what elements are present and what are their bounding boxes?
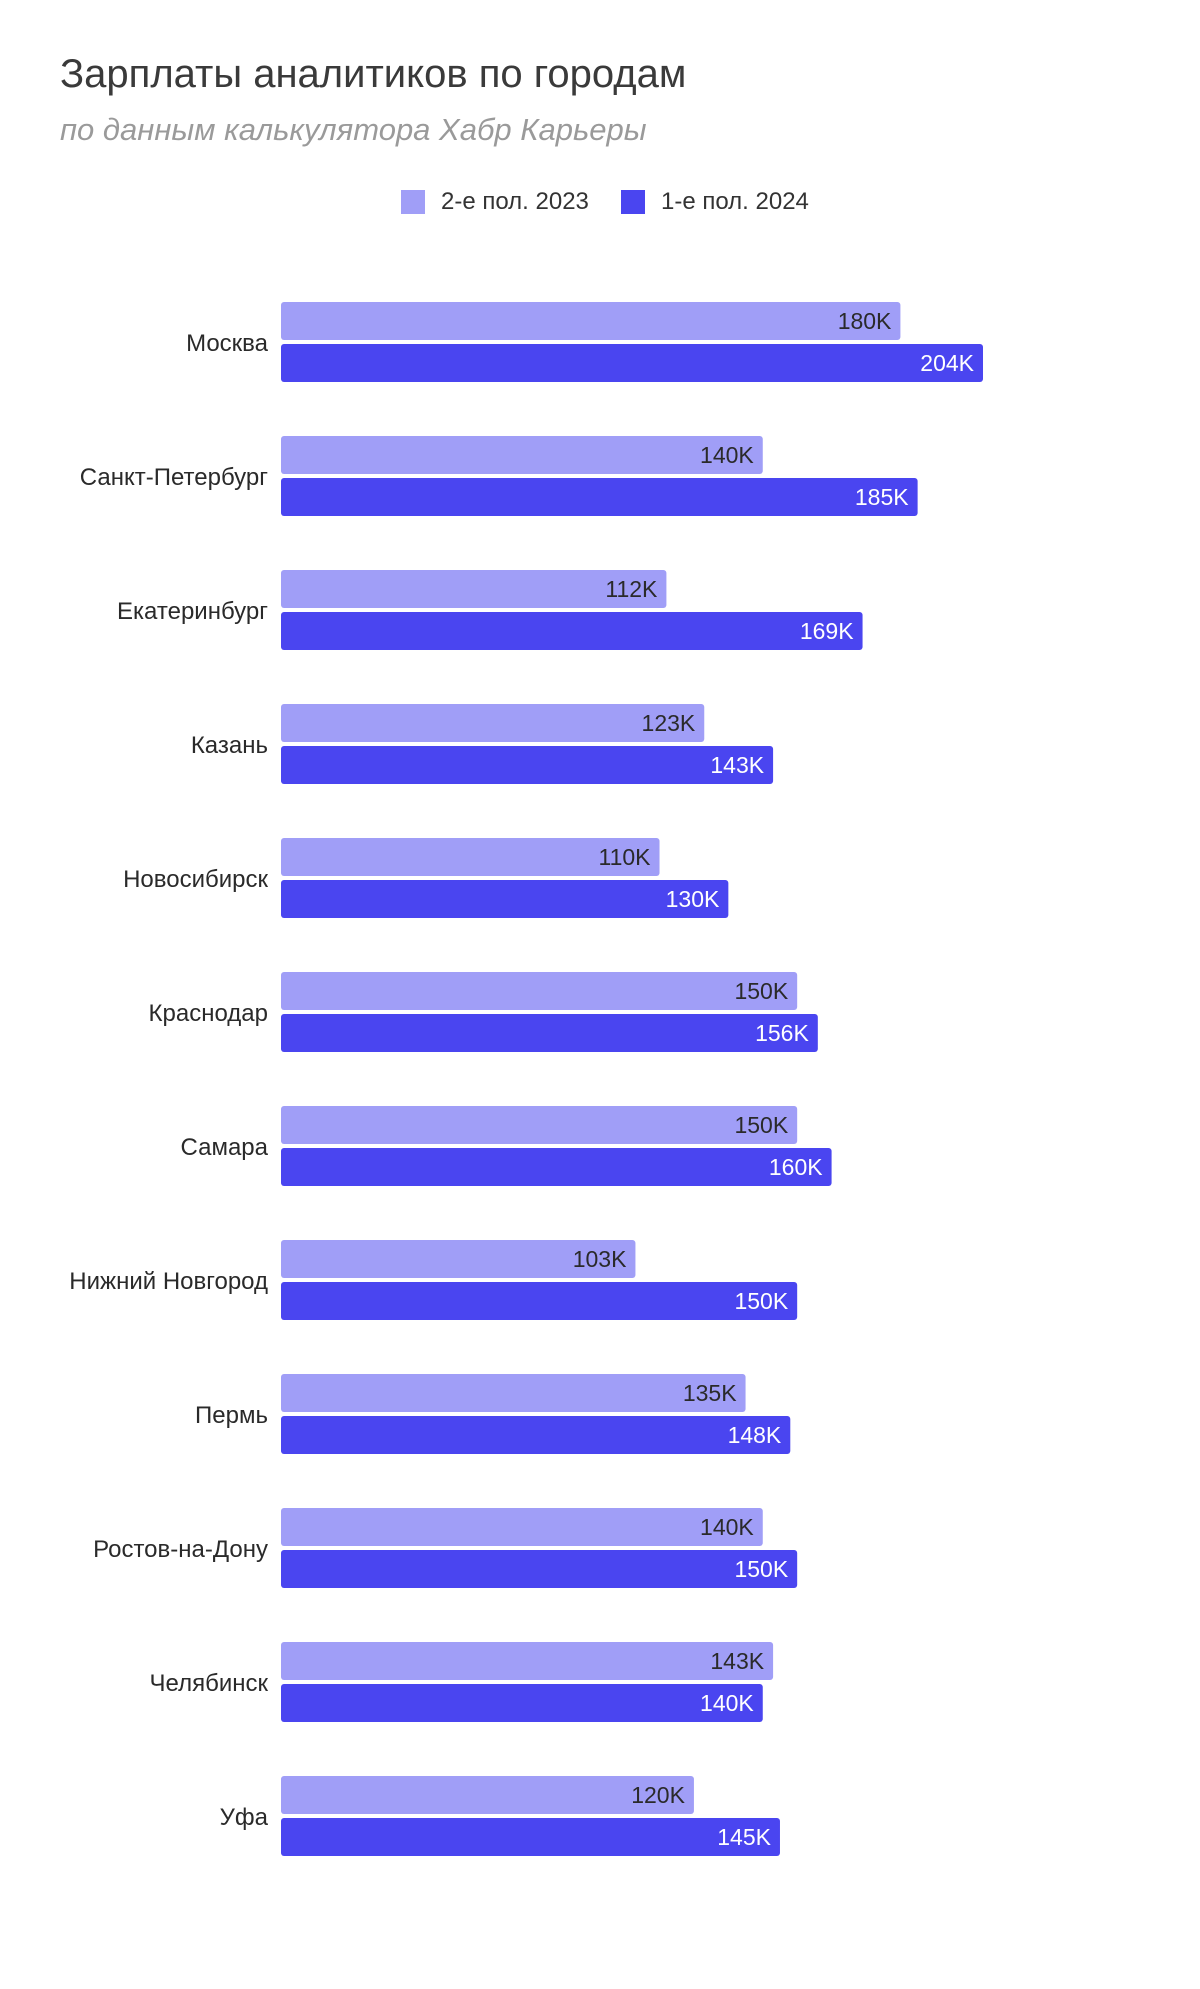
bar-city-4-series-1 [281,838,660,876]
bar-city-9-series-2 [281,1550,798,1588]
legend-item-series-1: 2-е пол. 2023 [401,182,589,222]
bar-city-7-series-1 [281,1240,636,1278]
data-label-city-2-series-1: 112K [605,576,658,602]
legend: 2-е пол. 2023 1-е пол. 2024 [0,182,1200,222]
data-label-city-9-series-1: 140K [700,1514,754,1540]
data-label-city-2-series-2: 169K [800,618,854,644]
bar-city-6-series-1 [281,1106,798,1144]
data-label-city-4-series-1: 110K [599,844,652,870]
legend-label-series-2: 1-е пол. 2024 [661,188,809,215]
category-label-city-3: Казань [191,732,268,759]
category-label-city-8: Пермь [195,1402,268,1429]
category-label-city-11: Уфа [220,1804,269,1831]
data-label-city-6-series-1: 150K [734,1112,788,1138]
bar-city-4-series-2 [281,880,729,918]
data-label-city-8-series-1: 135K [683,1380,737,1406]
category-label-city-0: Москва [186,330,269,357]
bar-city-0-series-1 [281,302,901,340]
legend-swatch-series-1 [401,190,425,214]
data-label-city-5-series-1: 150K [734,978,788,1004]
category-label-city-5: Краснодар [149,1000,268,1027]
category-label-city-1: Санкт-Петербург [80,464,268,491]
data-label-city-10-series-1: 143K [710,1648,764,1674]
category-label-city-10: Челябинск [150,1670,269,1697]
category-label-city-9: Ростов-на-Дону [93,1536,268,1563]
legend-swatch-series-2 [621,190,645,214]
bar-city-11-series-1 [281,1776,694,1814]
chart-subtitle: по данным калькулятора Хабр Карьеры [60,112,647,147]
data-label-city-9-series-2: 150K [734,1556,788,1582]
data-label-city-3-series-1: 123K [642,710,696,736]
bar-city-1-series-1 [281,436,763,474]
data-label-city-11-series-2: 145K [717,1824,771,1850]
chart-title: Зарплаты аналитиков по городам [60,52,687,96]
bar-city-5-series-1 [281,972,798,1010]
legend-label-series-1: 2-е пол. 2023 [441,188,589,215]
data-label-city-1-series-2: 185K [855,484,909,510]
bar-city-2-series-1 [281,570,667,608]
bar-city-9-series-1 [281,1508,763,1546]
legend-item-series-2: 1-е пол. 2024 [621,182,809,222]
bar-city-8-series-2 [281,1416,791,1454]
data-label-city-3-series-2: 143K [710,752,764,778]
data-label-city-8-series-2: 148K [728,1422,782,1448]
data-label-city-5-series-2: 156K [755,1020,809,1046]
bar-city-0-series-2 [281,344,983,382]
category-label-city-2: Екатеринбург [117,598,268,625]
bar-city-10-series-2 [281,1684,763,1722]
data-label-city-7-series-2: 150K [734,1288,788,1314]
bar-city-2-series-2 [281,612,863,650]
data-label-city-6-series-2: 160K [769,1154,823,1180]
bar-city-7-series-2 [281,1282,798,1320]
bar-city-6-series-2 [281,1148,832,1186]
data-label-city-1-series-1: 140K [700,442,754,468]
bar-city-11-series-2 [281,1818,780,1856]
bar-city-3-series-1 [281,704,705,742]
bar-city-8-series-1 [281,1374,746,1412]
category-label-city-6: Самара [181,1134,269,1161]
data-label-city-0-series-1: 180K [838,308,892,334]
data-label-city-7-series-1: 103K [573,1246,627,1272]
bar-city-3-series-2 [281,746,774,784]
category-label-city-4: Новосибирск [123,866,268,893]
bar-city-10-series-1 [281,1642,774,1680]
category-label-city-7: Нижний Новгород [69,1268,268,1295]
data-label-city-4-series-2: 130K [666,886,720,912]
bar-city-1-series-2 [281,478,918,516]
bar-city-5-series-2 [281,1014,818,1052]
data-label-city-0-series-2: 204K [920,350,974,376]
data-label-city-11-series-1: 120K [631,1782,685,1808]
data-label-city-10-series-2: 140K [700,1690,754,1716]
